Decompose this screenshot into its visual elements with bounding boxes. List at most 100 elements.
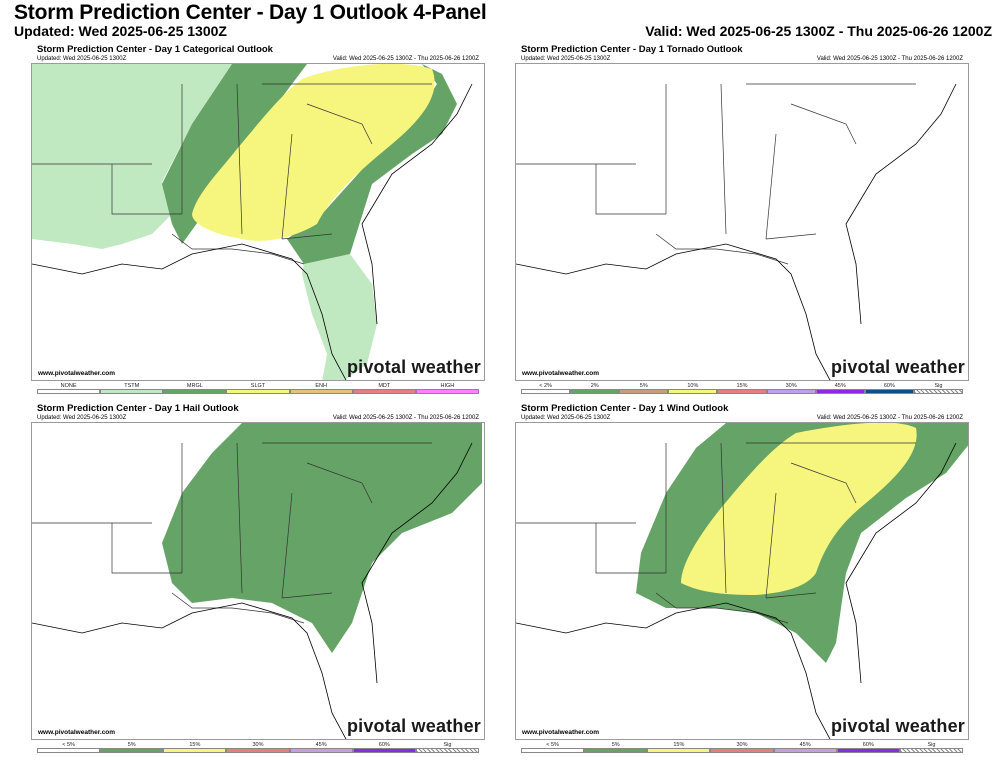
- state-borders: [516, 442, 916, 624]
- outlook-map[interactable]: www.pivotalweather.com pivotal weather: [515, 422, 969, 740]
- legend: < 5% 5% 15% 30% 45% 60% Sig: [37, 742, 479, 754]
- legend-swatch: [710, 748, 774, 753]
- legend-label: ENH: [315, 383, 327, 389]
- state-borders: [32, 83, 432, 265]
- updated-time: Updated: Wed 2025-06-25 1300Z: [14, 23, 227, 39]
- legend-item: 2%: [570, 383, 620, 395]
- brand-logo: pivotal weather: [830, 357, 965, 377]
- legend-item: Sig: [415, 742, 479, 754]
- legend-swatch: [415, 748, 479, 753]
- brand-logo: pivotal weather: [346, 716, 481, 736]
- hail-panel: Storm Prediction Center - Day 1 Hail Out…: [31, 403, 485, 755]
- legend-label: MDT: [378, 383, 391, 389]
- outlook-map[interactable]: www.pivotalweather.com pivotal weather: [31, 422, 485, 740]
- legend-label: 10%: [687, 383, 699, 389]
- legend-item: SLGT: [226, 383, 290, 395]
- legend-swatch: [717, 389, 767, 394]
- brand-logo: pivotal weather: [346, 357, 481, 377]
- legend-label: 2%: [590, 383, 599, 389]
- legend-item: 30%: [766, 383, 816, 395]
- legend-item: < 5%: [37, 742, 101, 754]
- legend-label: 45%: [315, 742, 327, 748]
- mrgl-area: [162, 64, 457, 264]
- panel-valid: Valid: Wed 2025-06-25 1300Z - Thu 2025-0…: [332, 415, 479, 421]
- legend-swatch: [163, 748, 227, 753]
- legend-label: 45%: [834, 383, 846, 389]
- legend-label: 15%: [673, 742, 685, 748]
- legend: < 5% 5% 15% 30% 45% 60% Sig: [521, 742, 963, 754]
- brand-logo: pivotal weather: [830, 716, 965, 736]
- categorical-panel: Storm Prediction Center - Day 1 Categori…: [31, 44, 485, 396]
- panel-updated: Updated: Wed 2025-06-25 1300Z: [521, 56, 611, 62]
- site-url: www.pivotalweather.com: [38, 729, 116, 736]
- legend-item: Sig: [899, 742, 963, 754]
- legend-swatch: [289, 748, 353, 753]
- site-url: www.pivotalweather.com: [522, 729, 600, 736]
- legend-item: 60%: [864, 383, 914, 395]
- legend-item: 5%: [584, 742, 648, 754]
- legend-item: 45%: [815, 383, 865, 395]
- legend-label: SLGT: [250, 383, 266, 389]
- hail-5pct-area: [162, 423, 482, 653]
- legend-swatch: [836, 748, 900, 753]
- outlook-map[interactable]: www.pivotalweather.com pivotal weather: [31, 63, 485, 381]
- panel-title: Storm Prediction Center - Day 1 Tornado …: [521, 44, 743, 55]
- legend-swatch: [226, 748, 290, 753]
- legend-item: 15%: [717, 383, 767, 395]
- legend-label: NONE: [60, 383, 77, 389]
- panel-updated: Updated: Wed 2025-06-25 1300Z: [37, 415, 127, 421]
- legend-swatch: [570, 389, 620, 394]
- legend-swatch: [226, 389, 290, 394]
- state-borders: [516, 83, 916, 265]
- legend-label: < 2%: [539, 383, 552, 389]
- legend-label: 5%: [611, 742, 620, 748]
- legend-label: 15%: [736, 383, 748, 389]
- legend-swatch: [521, 389, 571, 394]
- legend-label: TSTM: [124, 383, 140, 389]
- legend-item: ENH: [289, 383, 353, 395]
- legend-swatch: [100, 748, 164, 753]
- panel-valid: Valid: Wed 2025-06-25 1300Z - Thu 2025-0…: [816, 56, 963, 62]
- coastline: [516, 442, 957, 739]
- legend-item: 30%: [226, 742, 290, 754]
- legend-label: 5%: [639, 383, 648, 389]
- wind-panel: Storm Prediction Center - Day 1 Wind Out…: [515, 403, 969, 755]
- state-borders: [32, 442, 432, 624]
- legend-item: TSTM: [100, 383, 164, 395]
- legend-swatch: [766, 389, 816, 394]
- wind-15pct-area: [681, 423, 917, 595]
- slgt-area: [192, 64, 435, 241]
- legend-swatch: [352, 748, 416, 753]
- legend-label: 60%: [378, 742, 390, 748]
- legend-item: 30%: [710, 742, 774, 754]
- legend-label: 60%: [883, 383, 895, 389]
- legend-label: 30%: [736, 742, 748, 748]
- panel-valid: Valid: Wed 2025-06-25 1300Z - Thu 2025-0…: [816, 415, 963, 421]
- panel-updated: Updated: Wed 2025-06-25 1300Z: [521, 415, 611, 421]
- legend-item: 45%: [773, 742, 837, 754]
- legend-label: MRGL: [186, 383, 203, 389]
- legend-item: < 5%: [521, 742, 585, 754]
- legend-label: Sig: [927, 742, 936, 748]
- tornado-panel: Storm Prediction Center - Day 1 Tornado …: [515, 44, 969, 396]
- legend-swatch: [864, 389, 914, 394]
- legend-item: MDT: [352, 383, 416, 395]
- outlook-map[interactable]: www.pivotalweather.com pivotal weather: [515, 63, 969, 381]
- legend-label: Sig: [443, 742, 452, 748]
- legend-swatch: [521, 748, 585, 753]
- legend-item: 5%: [100, 742, 164, 754]
- legend-label: 15%: [189, 742, 201, 748]
- legend-item: 15%: [163, 742, 227, 754]
- legend-swatch: [815, 389, 865, 394]
- legend-swatch: [289, 389, 353, 394]
- panel-updated: Updated: Wed 2025-06-25 1300Z: [37, 56, 127, 62]
- legend-swatch: [773, 748, 837, 753]
- legend-swatch: [415, 389, 479, 394]
- legend: NONE TSTM MRGL SLGT ENH MDT HIGH: [37, 383, 479, 395]
- legend-swatch: [913, 389, 963, 394]
- panel-valid: Valid: Wed 2025-06-25 1300Z - Thu 2025-0…: [332, 56, 479, 62]
- legend-item: Sig: [913, 383, 963, 395]
- legend-swatch: [619, 389, 669, 394]
- legend-item: < 2%: [521, 383, 571, 395]
- legend-label: 45%: [799, 742, 811, 748]
